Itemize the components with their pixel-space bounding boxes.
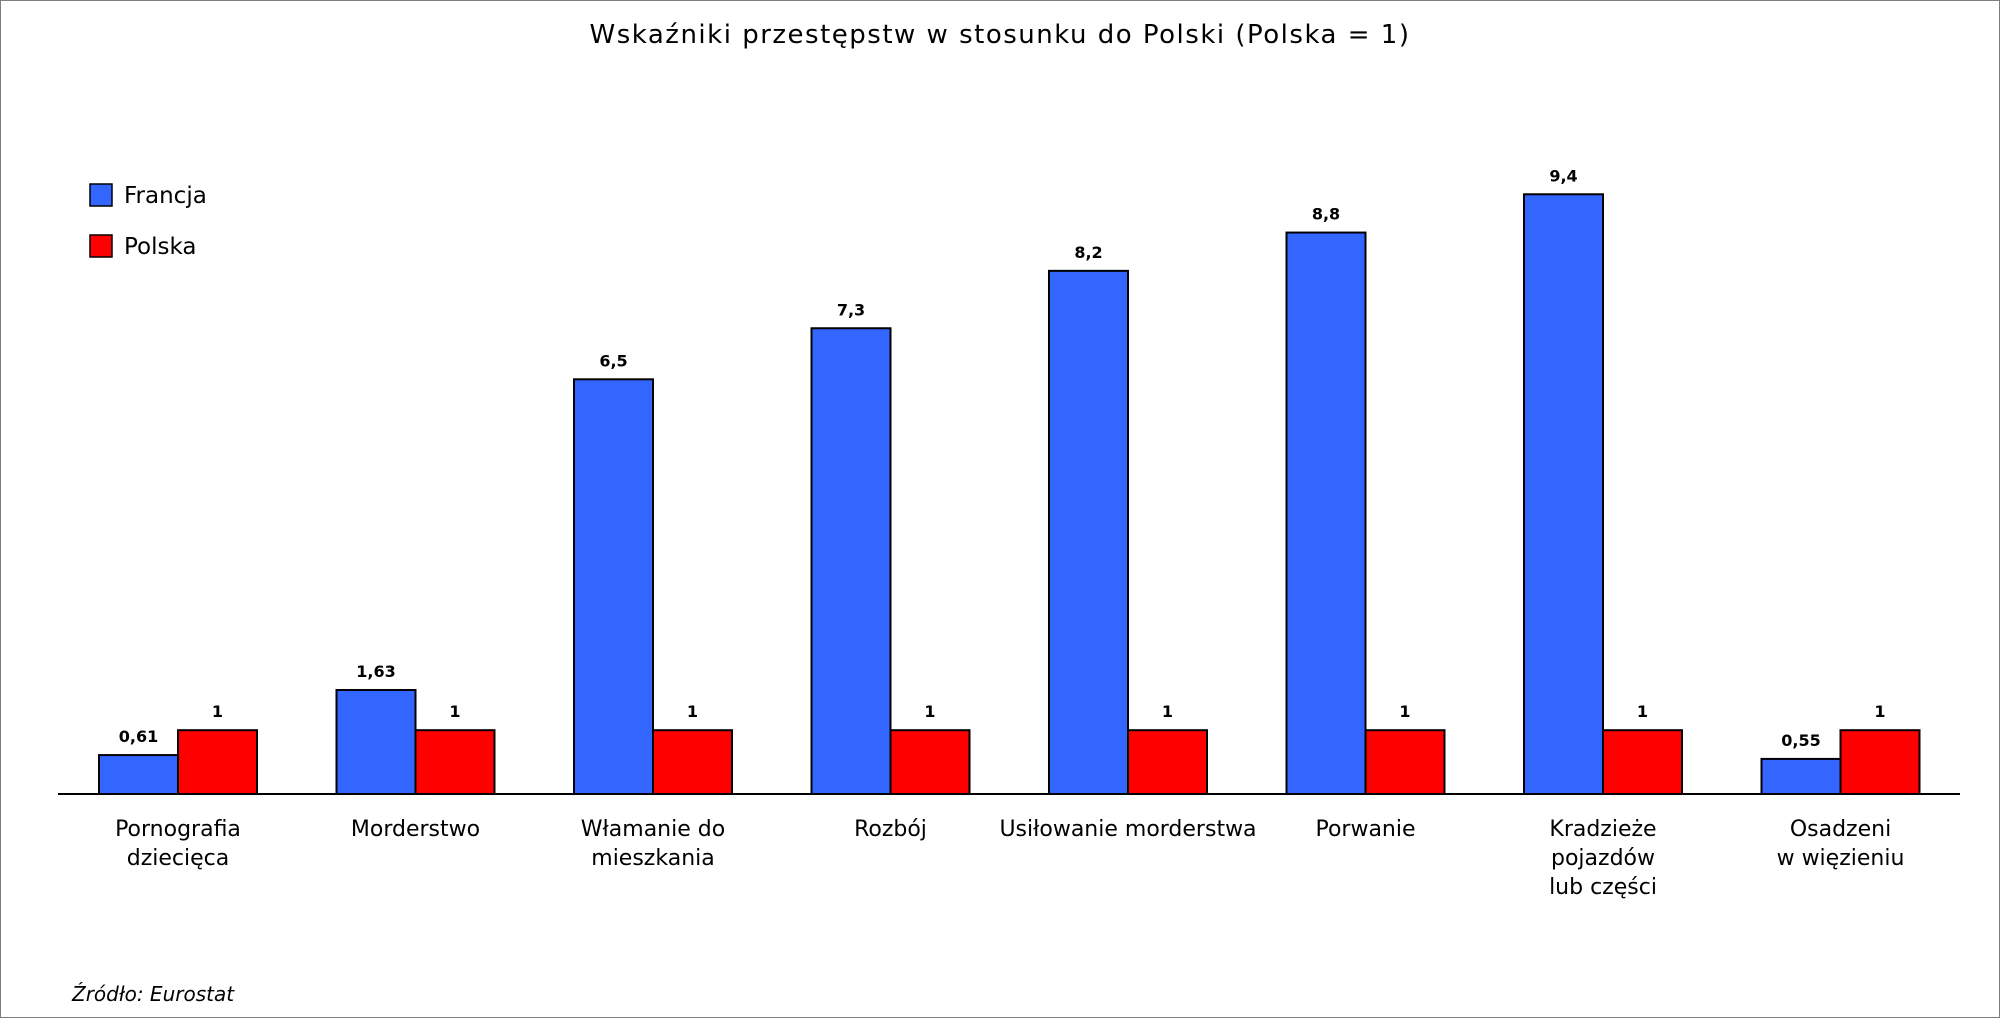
category-label-1: Morderstwo: [351, 817, 480, 842]
value-label-francja-4: 8,2: [1074, 243, 1102, 262]
value-label-polska-6: 1: [1637, 702, 1648, 721]
category-labels-group: Pornografia dziecięca Morderstwo Włamanie d…: [115, 817, 1904, 900]
bar-polska-7: [1839, 729, 1921, 796]
bar-polska-3: [889, 729, 971, 796]
legend-swatch-francja: [89, 183, 113, 207]
category-label-2: Włamanie do mieszkania: [581, 817, 725, 871]
legend: Francja Polska: [89, 183, 207, 260]
bars-group: [98, 193, 1921, 796]
category-label-3: Rozbój: [854, 817, 927, 842]
bar-francja-0: [98, 754, 179, 795]
category-label-5: Porwanie: [1315, 817, 1415, 842]
bar-francja-2: [573, 378, 654, 795]
bar-francja-3: [810, 327, 892, 795]
bar-polska-5: [1364, 729, 1446, 796]
value-label-polska-1: 1: [449, 702, 460, 721]
category-label-7: Osadzeni w więzieniu: [1777, 817, 1905, 871]
bar-francja-6: [1523, 193, 1604, 795]
value-labels-group: 0,61 1 1,63 1 6,5 1 7,3 1 8,2 1 8,8 1 9,4 1 0,55 1: [119, 166, 1886, 750]
bar-polska-2: [652, 729, 733, 796]
source-note: Źródło: Eurostat: [71, 982, 235, 1006]
value-label-polska-7: 1: [1874, 702, 1885, 721]
value-label-polska-2: 1: [687, 702, 698, 721]
value-label-francja-6: 9,4: [1549, 166, 1577, 185]
value-label-francja-2: 6,5: [599, 351, 627, 370]
value-label-polska-5: 1: [1399, 702, 1410, 721]
value-label-francja-1: 1,63: [356, 662, 395, 681]
bar-polska-0: [177, 729, 258, 796]
bar-polska-1: [414, 729, 496, 796]
chart-title: Wskaźniki przestępstw w stosunku do Pols…: [590, 20, 1411, 50]
legend-label-polska: Polska: [124, 234, 197, 260]
category-label-4: Usiłowanie morderstwa: [999, 817, 1256, 842]
value-label-francja-7: 0,55: [1781, 731, 1820, 750]
bar-polska-6: [1602, 729, 1683, 796]
value-label-polska-0: 1: [212, 702, 223, 721]
bar-francja-5: [1285, 231, 1367, 795]
value-label-francja-5: 8,8: [1312, 205, 1340, 224]
value-label-francja-0: 0,61: [119, 727, 158, 746]
value-label-francja-3: 7,3: [837, 300, 865, 319]
legend-label-francja: Francja: [124, 183, 207, 209]
bar-francja-4: [1048, 269, 1129, 795]
category-label-0: Pornografia dziecięca: [115, 817, 241, 871]
value-label-polska-3: 1: [924, 702, 935, 721]
value-label-polska-4: 1: [1162, 702, 1173, 721]
category-label-6: Kradzieże pojazdów lub części: [1549, 817, 1657, 900]
legend-swatch-polska: [89, 234, 113, 258]
bar-francja-1: [335, 689, 417, 795]
bar-polska-4: [1127, 729, 1208, 796]
bar-francja-7: [1760, 757, 1842, 795]
